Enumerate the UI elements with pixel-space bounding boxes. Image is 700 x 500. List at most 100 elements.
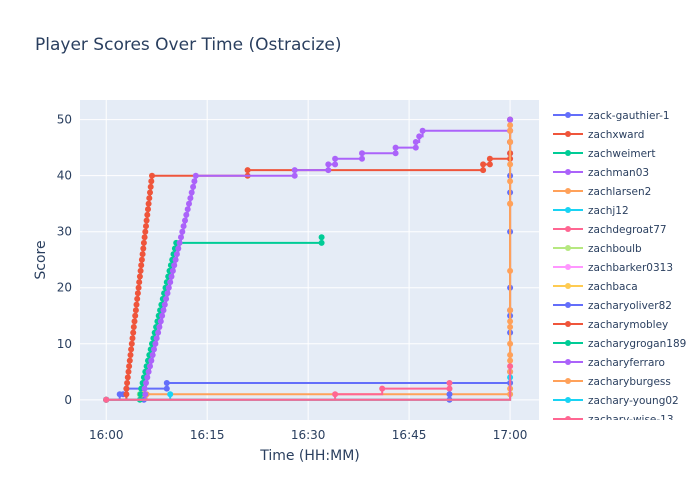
- data-point: [318, 234, 325, 241]
- legend-marker-swatch: [565, 169, 571, 175]
- data-point: [129, 335, 136, 342]
- legend-item[interactable]: zachweimert: [553, 148, 655, 160]
- y-tick-label: 20: [57, 281, 72, 295]
- data-point: [446, 391, 453, 398]
- x-tick-labels: 16:00 16:15 16:30 16:45 17:00: [89, 428, 527, 442]
- legend-item[interactable]: zachdegroat77: [553, 224, 667, 236]
- data-point: [123, 385, 130, 392]
- data-point: [132, 312, 139, 319]
- data-point: [145, 206, 151, 213]
- legend-item[interactable]: zachary-wise-13: [553, 414, 674, 426]
- data-point: [412, 144, 419, 151]
- series-zachman03: [103, 116, 514, 403]
- series-layer: [103, 116, 514, 403]
- legend-item[interactable]: zacharygrogan189: [553, 338, 686, 350]
- legend-label: zacharyburgess: [588, 376, 671, 388]
- legend-label: zacharymobley: [588, 319, 668, 331]
- data-point: [244, 167, 251, 174]
- y-tick-label: 30: [57, 225, 72, 239]
- legend-marker-swatch: [565, 150, 571, 156]
- y-tick-labels: 0 10 20 30 40 50: [57, 113, 72, 407]
- legend-item[interactable]: zacharymobley: [553, 319, 668, 331]
- legend-item[interactable]: zachlarsen2: [553, 186, 651, 198]
- data-point: [171, 262, 178, 269]
- data-point: [178, 234, 184, 241]
- data-point: [144, 211, 151, 218]
- data-point: [480, 161, 487, 168]
- data-point: [186, 200, 192, 207]
- data-point: [133, 301, 140, 308]
- data-point: [172, 256, 179, 263]
- legend-item[interactable]: zachboulb: [553, 243, 642, 255]
- legend-item[interactable]: zachxward: [553, 129, 644, 141]
- x-tick-label: 16:45: [392, 428, 427, 442]
- data-point: [123, 391, 130, 398]
- legend-item[interactable]: zachary-young02: [553, 395, 679, 407]
- data-point: [446, 380, 453, 386]
- legend-label: zachboulb: [588, 243, 642, 255]
- y-tick-label: 0: [64, 393, 72, 407]
- data-point: [507, 161, 514, 168]
- data-point: [103, 396, 110, 403]
- data-point: [145, 200, 152, 207]
- data-point: [163, 380, 170, 386]
- legend-item[interactable]: zachman03: [553, 167, 649, 179]
- data-point: [136, 273, 143, 280]
- data-point: [167, 391, 174, 398]
- data-point: [156, 324, 163, 330]
- legend-marker-swatch: [565, 112, 571, 118]
- data-point: [480, 167, 487, 174]
- data-point: [507, 122, 514, 129]
- data-point: [507, 139, 514, 145]
- legend-label: zachlarsen2: [588, 186, 651, 198]
- legend-label: zachdegroat77: [588, 224, 667, 236]
- data-point: [146, 195, 153, 202]
- legend-item[interactable]: zacharyburgess: [553, 376, 671, 388]
- data-point: [192, 172, 199, 179]
- y-tick-label: 10: [57, 337, 72, 351]
- data-point: [507, 363, 514, 370]
- data-point: [148, 178, 155, 185]
- data-point: [168, 273, 175, 280]
- data-point: [176, 239, 183, 246]
- data-point: [165, 284, 172, 291]
- y-tick-label: 50: [57, 113, 72, 127]
- x-tick-label: 16:00: [89, 428, 124, 442]
- data-point: [507, 352, 514, 358]
- data-point: [130, 329, 137, 336]
- data-point: [138, 262, 145, 269]
- data-point: [142, 228, 149, 235]
- legend-label: zachary-wise-13: [588, 414, 674, 426]
- data-point: [135, 284, 142, 291]
- data-point: [141, 234, 148, 241]
- legend-item[interactable]: zacharyferraro: [553, 357, 665, 369]
- data-point: [169, 267, 176, 274]
- legend-item[interactable]: zacharyoliver82: [553, 300, 672, 312]
- data-point: [124, 380, 131, 386]
- data-point: [392, 150, 399, 157]
- legend-label: zachman03: [588, 167, 649, 179]
- data-point: [486, 155, 493, 162]
- legend-marker-swatch: [565, 207, 571, 213]
- legend-label: zachweimert: [588, 148, 655, 160]
- legend-item[interactable]: zachj12: [553, 205, 629, 217]
- data-point: [148, 357, 155, 364]
- x-tick-label: 16:15: [190, 428, 225, 442]
- legend-item[interactable]: zachbarker0313: [553, 262, 673, 274]
- legend-item[interactable]: zachbaca: [553, 281, 638, 293]
- data-point: [187, 195, 194, 202]
- legend-item[interactable]: zack-gauthier-1: [553, 110, 670, 122]
- data-point: [416, 133, 423, 140]
- data-point: [175, 245, 182, 252]
- legend-marker-swatch: [565, 378, 571, 384]
- data-point: [151, 346, 157, 353]
- data-point: [163, 385, 170, 392]
- legend[interactable]: zack-gauthier-1 zachxward zachweimert zachm…: [553, 110, 686, 426]
- data-point: [359, 155, 365, 162]
- data-point: [128, 340, 135, 347]
- data-point: [507, 307, 514, 314]
- data-point: [149, 352, 156, 358]
- legend-marker-swatch: [565, 226, 571, 232]
- data-point: [507, 178, 514, 185]
- series-zachary-wise-13: [103, 363, 514, 403]
